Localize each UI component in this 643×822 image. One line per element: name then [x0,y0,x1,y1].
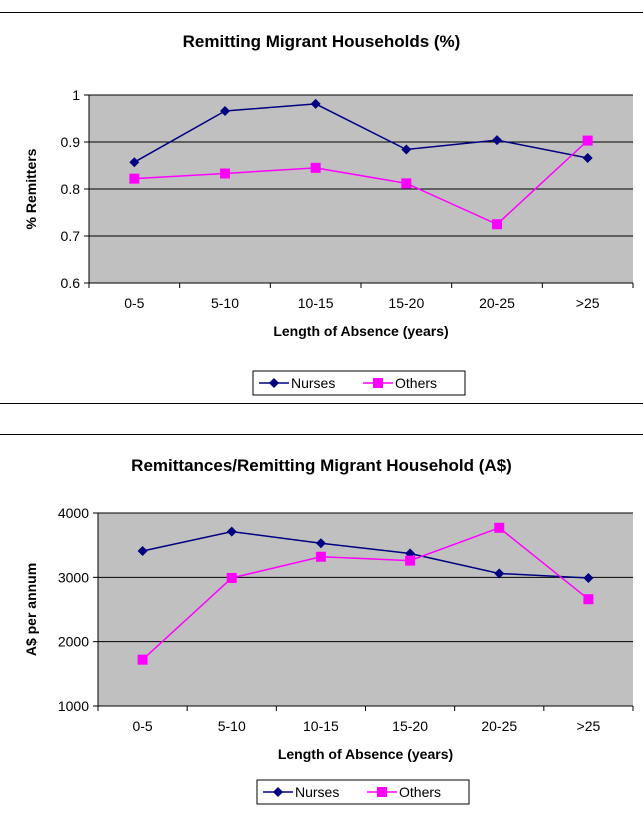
chart1-legend-marker-others [373,378,383,388]
chart2-point-nurses [137,545,148,556]
chart2-x-tick-label: 15-20 [392,718,428,734]
chart1-x-tick-label: 5-10 [211,295,239,311]
chart2-title: Remittances/Remitting Migrant Household … [131,456,512,475]
chart1-y-axis-title: % Remitters [23,148,39,229]
chart1-point-nurses [310,98,321,109]
chart1-legend-marker-nurses [269,378,279,388]
chart2-x-tick-label: 20-25 [481,718,517,734]
chart1-series-others-line [134,140,589,226]
chart2-x-tick-label: 5-10 [218,718,246,734]
chart2-y-tick-label: 1000 [58,698,89,714]
chart1-point-others [129,173,140,184]
chart1-point-nurses [492,135,502,146]
chart1-y-tick-label: 1 [72,87,80,103]
chart2-legend-label-nurses: Nurses [295,784,339,800]
chart2-y-tick-label: 3000 [58,569,89,585]
chart2-y-axis-title: A$ per annum [23,563,39,656]
chart2-point-others [494,522,505,533]
chart2-x-tick-label: 10-15 [303,718,339,734]
chart1-point-others [220,168,230,179]
chart2-point-nurses [494,568,505,579]
middle-rule-lower [0,434,643,435]
middle-rule-upper [0,403,643,404]
chart2-point-others [226,572,237,583]
chart1-y-tick-label: 0.6 [61,275,81,291]
chart1-point-others [310,162,321,173]
chart1-x-tick-label: >25 [576,295,600,311]
chart2-point-others [137,654,148,665]
chart2-plot-area [98,513,633,706]
chart2-point-nurses [315,538,326,549]
chart2-x-axis-title: Length of Absence (years) [278,746,453,762]
chart2-legend-label-others: Others [399,784,441,800]
chart1-point-nurses [129,157,140,168]
chart2-legend-marker-nurses [273,787,283,797]
chart2-point-others [583,594,594,605]
chart1-x-tick-label: 10-15 [298,295,334,311]
chart2-x-tick-label: >25 [577,718,601,734]
chart2-point-nurses [226,526,237,537]
chart2-x-tick-label: 0-5 [132,718,152,734]
chart2-point-others [405,555,416,566]
chart1-x-tick-label: 0-5 [124,295,144,311]
chart2-series-nurses-line [142,530,589,579]
chart1-y-tick-label: 0.8 [61,181,81,197]
chart1-point-nurses [401,144,412,155]
chart2-legend-box [256,779,470,805]
chart2-y-tick-label: 2000 [58,634,89,650]
chart2-y-tick-label: 4000 [58,505,89,521]
top-rule [0,12,643,13]
chart1-x-tick-label: 20-25 [479,295,515,311]
chart1-x-tick-label: 15-20 [388,295,424,311]
chart1-title: Remitting Migrant Households (%) [182,32,461,51]
chart1-point-others [401,178,412,189]
chart1-point-nurses [582,152,593,163]
chart1-x-axis-title: Length of Absence (years) [273,323,448,339]
chart2-point-others [315,551,326,562]
chart1-series-nurses-line [133,103,588,163]
chart2-series-others-line [142,526,589,661]
chart1-legend-label-others: Others [395,375,437,391]
chart1-point-others [492,219,502,230]
chart1-y-tick-label: 0.9 [61,134,81,150]
chart1-point-others [582,135,593,146]
chart1-point-nurses [220,105,230,116]
chart2-point-nurses [583,572,594,583]
chart1-y-tick-label: 0.7 [61,228,81,244]
chart1-legend-label-nurses: Nurses [291,375,335,391]
chart2-legend-marker-others [377,787,387,797]
